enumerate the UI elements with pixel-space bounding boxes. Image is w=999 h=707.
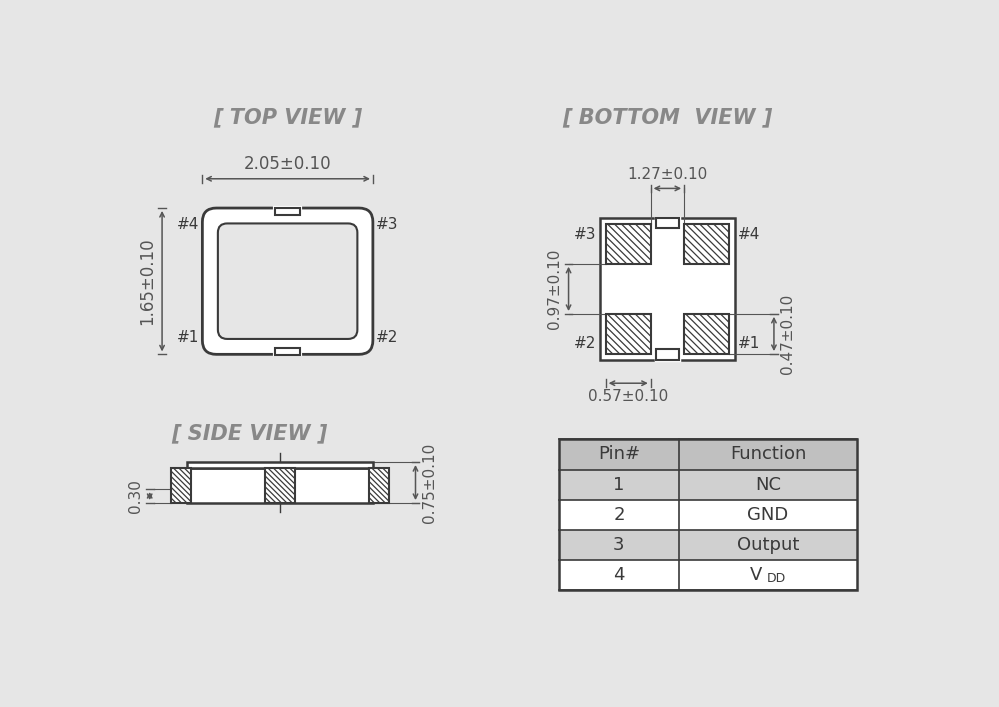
Bar <box>684 224 729 264</box>
Bar <box>558 560 857 590</box>
Text: 0.57±0.10: 0.57±0.10 <box>588 390 668 404</box>
Text: [ BOTTOM  VIEW ]: [ BOTTOM VIEW ] <box>562 107 772 127</box>
Text: [ TOP VIEW ]: [ TOP VIEW ] <box>213 107 363 127</box>
Text: 0.30: 0.30 <box>129 479 144 513</box>
Bar <box>684 224 729 264</box>
Bar <box>558 439 857 590</box>
Bar <box>187 462 373 468</box>
Text: 0.75±0.10: 0.75±0.10 <box>422 443 437 522</box>
Text: Pin#: Pin# <box>597 445 640 464</box>
Bar <box>187 468 373 503</box>
Text: #4: #4 <box>177 218 199 233</box>
Text: NC: NC <box>755 476 781 494</box>
FancyBboxPatch shape <box>218 223 358 339</box>
Text: #2: #2 <box>574 336 596 351</box>
Text: #4: #4 <box>738 227 760 242</box>
Text: #3: #3 <box>574 227 596 242</box>
Bar <box>558 439 857 470</box>
Text: 0.97±0.10: 0.97±0.10 <box>547 249 562 329</box>
Text: [ SIDE VIEW ]: [ SIDE VIEW ] <box>171 423 327 443</box>
Bar <box>558 530 857 560</box>
Text: 4: 4 <box>613 566 624 584</box>
Bar <box>684 314 729 354</box>
Text: 3: 3 <box>613 536 624 554</box>
Bar <box>171 468 191 503</box>
Bar <box>655 218 679 228</box>
Text: #3: #3 <box>376 218 399 233</box>
Text: 1: 1 <box>613 476 624 494</box>
Bar <box>605 314 650 354</box>
FancyBboxPatch shape <box>203 208 373 354</box>
Bar <box>265 468 295 503</box>
Bar <box>558 500 857 530</box>
Bar <box>558 470 857 500</box>
Bar <box>369 468 390 503</box>
Text: 2: 2 <box>613 506 624 524</box>
Text: Function: Function <box>730 445 806 464</box>
Bar <box>276 208 300 215</box>
Text: 0.47±0.10: 0.47±0.10 <box>780 294 795 374</box>
Text: 1.65±0.10: 1.65±0.10 <box>138 238 156 325</box>
Text: 2.05±0.10: 2.05±0.10 <box>244 155 332 173</box>
Text: 1.27±0.10: 1.27±0.10 <box>627 168 707 182</box>
Text: V: V <box>750 566 762 584</box>
Bar <box>605 224 650 264</box>
Bar <box>684 314 729 354</box>
Bar <box>171 468 191 503</box>
Text: DD: DD <box>766 572 786 585</box>
Text: #2: #2 <box>376 330 399 345</box>
Bar <box>276 348 300 355</box>
Bar <box>605 314 650 354</box>
Text: #1: #1 <box>177 330 199 345</box>
Bar <box>599 218 735 360</box>
Bar <box>605 224 650 264</box>
Text: Output: Output <box>737 536 799 554</box>
Text: #1: #1 <box>738 336 760 351</box>
Bar <box>265 468 295 503</box>
Bar <box>369 468 390 503</box>
Bar <box>655 349 679 360</box>
Text: GND: GND <box>747 506 789 524</box>
